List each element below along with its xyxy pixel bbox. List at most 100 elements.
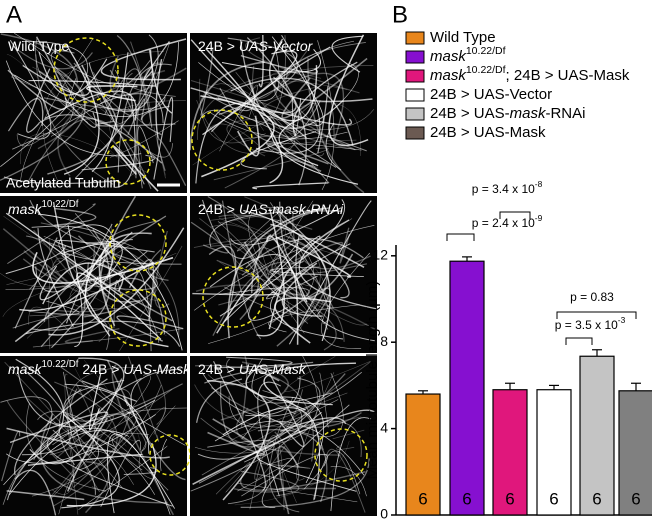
fiber [228, 395, 339, 428]
fiber [224, 286, 298, 314]
fiber [229, 392, 348, 443]
fiber [237, 209, 283, 252]
nucleus-outline [53, 37, 119, 103]
fiber [0, 252, 177, 288]
rich-label: 24B > UAS-Vector [430, 86, 552, 103]
fiber [83, 359, 140, 442]
fiber [332, 429, 365, 440]
fiber [196, 378, 243, 423]
rich-label: 24B > UAS-mask-RNAi [198, 201, 344, 217]
fiber [205, 47, 284, 184]
fiber [213, 147, 329, 181]
nucleus-outline [202, 266, 264, 328]
fiber [40, 222, 180, 338]
fiber [8, 429, 130, 496]
fiber [239, 39, 344, 129]
nucleus-outline [314, 428, 368, 482]
fiber [240, 131, 317, 170]
fiber [64, 97, 97, 128]
fiber [19, 261, 155, 312]
fiber [72, 357, 125, 436]
fiber [5, 245, 66, 275]
label-part: mask [430, 67, 467, 84]
fiber [218, 214, 313, 230]
fiber [331, 35, 364, 73]
label-part: 24B > [198, 361, 239, 377]
fiber [21, 369, 72, 456]
fiber [250, 207, 330, 294]
fiber [137, 126, 154, 189]
fiber [118, 245, 183, 352]
fiber [37, 213, 183, 351]
fiber [54, 207, 97, 226]
label-part: 24B > [198, 38, 239, 54]
fiber [200, 47, 214, 116]
fiber [288, 200, 372, 345]
fiber [160, 438, 168, 471]
fiber [31, 385, 162, 497]
fiber [194, 225, 375, 311]
fiber [240, 356, 248, 427]
fiber [143, 41, 170, 81]
fiber [67, 224, 84, 348]
fiber [265, 268, 318, 300]
fiber [237, 482, 358, 503]
fiber [207, 440, 275, 463]
fibers [0, 196, 185, 352]
fiber [1, 430, 21, 482]
fiber [261, 86, 357, 151]
fiber [214, 420, 365, 476]
fiber [237, 115, 260, 157]
fiber [273, 60, 356, 151]
fiber [86, 85, 138, 102]
fibers [190, 356, 375, 515]
fiber [69, 245, 131, 310]
fiber [266, 368, 305, 448]
fiber [61, 253, 173, 322]
fiber [249, 435, 285, 511]
rich-label: 24B > UAS-Mask [198, 361, 307, 377]
fiber [13, 378, 108, 476]
fiber [257, 381, 281, 497]
fiber [91, 52, 129, 173]
fiber [330, 417, 372, 512]
fiber [2, 228, 68, 283]
fiber [69, 383, 183, 422]
fiber [258, 34, 264, 88]
fiber [321, 252, 371, 349]
fiber [239, 40, 355, 114]
fiber [230, 207, 342, 246]
fiber [14, 469, 57, 516]
fiber [63, 45, 100, 175]
fiber [246, 37, 307, 186]
y-tick-label: 12 [372, 247, 388, 263]
legend-swatch [405, 107, 425, 121]
fiber [22, 64, 91, 97]
rich-label: mask10.22/Df 24B > UAS-Mask [8, 359, 191, 377]
fiber [248, 80, 348, 131]
fiber [245, 376, 301, 417]
fiber [292, 212, 371, 270]
fiber [201, 199, 272, 259]
legend-swatch [405, 50, 425, 64]
fiber [200, 389, 304, 446]
fiber [49, 238, 135, 295]
fiber [245, 364, 333, 406]
label-part: UAS-Mask [239, 361, 307, 377]
y-tick-label: 0 [380, 506, 388, 522]
fiber [66, 78, 77, 107]
fibers [190, 34, 375, 193]
label-part: UAS-Mask [123, 361, 191, 377]
rich-label: p = 2.4 x 10-9 [472, 213, 543, 230]
fiber [274, 207, 350, 299]
fiber [271, 36, 324, 126]
fiber [281, 262, 323, 317]
fiber [153, 96, 174, 180]
fiber [245, 238, 364, 269]
label-part: 24B > UAS- [430, 105, 510, 122]
fiber [48, 258, 91, 350]
fiber [336, 444, 355, 450]
fiber [226, 118, 266, 157]
fiber [57, 69, 166, 177]
